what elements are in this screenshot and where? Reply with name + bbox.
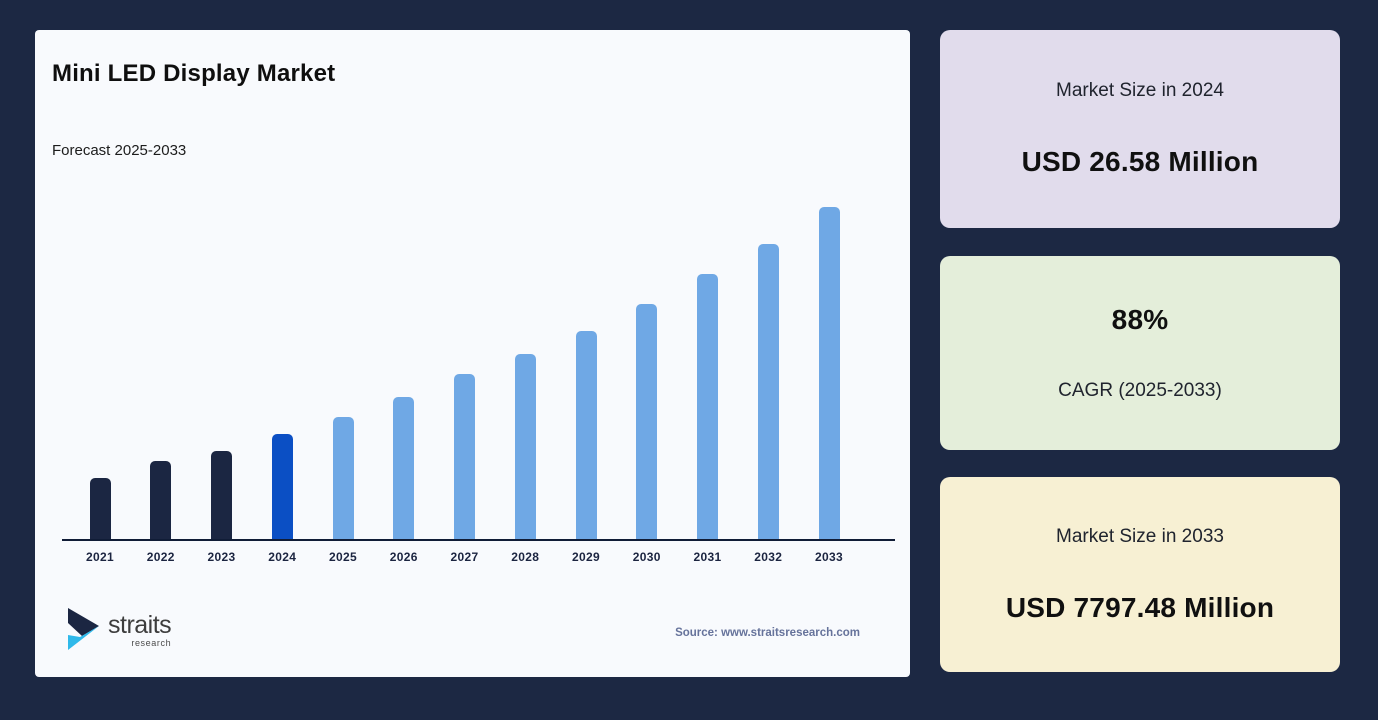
bar-group-2030: 2030 (625, 304, 669, 565)
x-tick-label-2031: 2031 (693, 550, 722, 564)
x-tick-label-2029: 2029 (572, 550, 600, 564)
bar-group-2032: 2032 (746, 244, 790, 565)
bar-2030 (636, 304, 658, 541)
stat-card-value: 88% (1111, 304, 1169, 335)
x-tick-label-2022: 2022 (146, 550, 175, 564)
chart-panel: Mini LED Display Market Forecast 2025-20… (35, 30, 910, 677)
bar-chart: 2021 2022 2023 2024 2025 2026 2027 2028 2029 2030… (62, 203, 895, 567)
x-tick-label-2024: 2024 (268, 550, 297, 564)
x-tick-label-2026: 2026 (389, 550, 418, 564)
x-axis-line (62, 539, 895, 541)
stat-card-value: USD 7797.48 Million (1005, 591, 1275, 623)
bar-group-2027: 2027 (443, 374, 487, 565)
bar-group-2031: 2031 (686, 274, 730, 565)
straits-arrow-icon (68, 608, 99, 650)
bar-2027 (454, 374, 475, 541)
stat-card-label: Market Size in 2024 (1056, 80, 1224, 101)
bar-2021 (89, 478, 111, 541)
x-tick-label-2030: 2030 (632, 550, 661, 564)
bar-2023 (211, 451, 232, 541)
stat-card-cagr: 88% CAGR (2025-2033) (940, 256, 1340, 450)
bar-2031 (697, 274, 718, 541)
bar-group-2028: 2028 (503, 354, 547, 565)
straits-research-logo: straits research (65, 607, 172, 651)
bar-2024 (271, 434, 293, 541)
x-tick-label-2021: 2021 (86, 550, 114, 564)
x-tick-label-2033: 2033 (815, 550, 843, 564)
bar-group-2023: 2023 (200, 451, 244, 565)
bar-group-2021: 2021 (78, 478, 122, 565)
logo-subtext: research (131, 638, 172, 648)
bar-series: 2021 2022 2023 2024 2025 2026 2027 2028 2029 2030… (78, 203, 851, 565)
x-tick-label-2032: 2032 (754, 550, 783, 564)
stat-card-market-size-2033: Market Size in 2033 USD 7797.48 Million (940, 477, 1340, 672)
x-tick-label-2023: 2023 (207, 550, 236, 564)
stat-card-label: CAGR (2025-2033) (1058, 380, 1222, 401)
x-tick-label-2025: 2025 (329, 550, 357, 564)
bar-group-2022: 2022 (139, 461, 183, 565)
bar-group-2033: 2033 (807, 207, 851, 565)
bar-2033 (818, 207, 840, 541)
bar-group-2026: 2026 (382, 397, 426, 565)
bar-2029 (575, 331, 597, 541)
stat-card-value: USD 26.58 Million (1021, 146, 1259, 177)
x-tick-label-2027: 2027 (450, 550, 479, 564)
bar-group-2025: 2025 (321, 417, 365, 565)
bar-group-2029: 2029 (564, 331, 608, 565)
stat-card-market-size-2024: Market Size in 2024 USD 26.58 Million (940, 30, 1340, 228)
bar-2032 (757, 244, 779, 541)
bar-2026 (393, 397, 415, 541)
bar-2022 (150, 461, 172, 541)
stat-card-label: Market Size in 2033 (1056, 525, 1224, 547)
page-title: Mini LED Display Market (52, 60, 336, 87)
source-attribution: Source: www.straitsresearch.com (675, 627, 860, 639)
logo-name: straits (108, 611, 172, 639)
x-tick-label-2028: 2028 (511, 550, 540, 564)
bar-2028 (514, 354, 536, 541)
chart-subtitle: Forecast 2025-2033 (52, 142, 187, 159)
bar-2025 (332, 417, 354, 541)
bar-group-2024: 2024 (260, 434, 304, 565)
logo-text: straits research (108, 607, 172, 649)
